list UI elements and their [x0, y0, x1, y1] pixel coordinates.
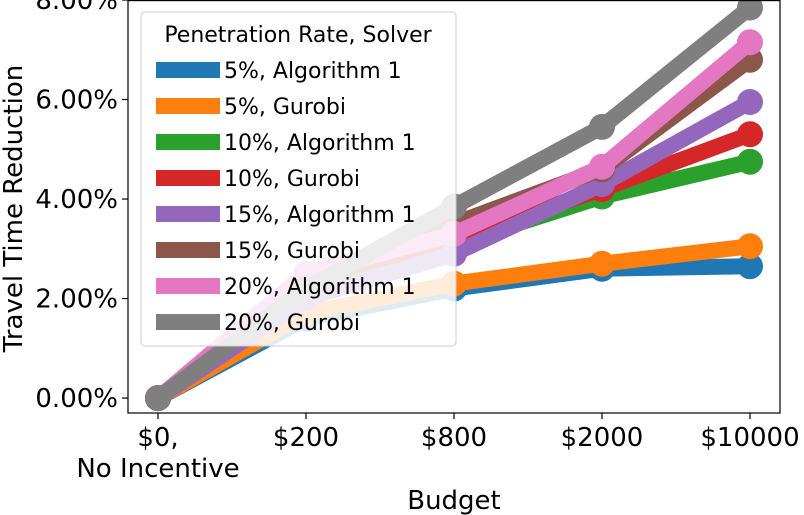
data-point — [737, 0, 763, 21]
data-point — [737, 253, 763, 280]
data-point — [589, 153, 615, 180]
x-axis-title: Budget — [407, 486, 501, 515]
legend-item: 10%, Algorithm 1 — [156, 131, 416, 156]
legend-swatch — [156, 134, 220, 150]
legend-swatch — [156, 278, 220, 294]
legend-item: 10%, Gurobi — [156, 167, 360, 192]
legend-label: 10%, Gurobi — [224, 167, 360, 192]
data-point — [589, 113, 615, 140]
legend-label: 20%, Algorithm 1 — [224, 275, 416, 300]
y-tick-label: 4.00% — [35, 185, 118, 215]
legend-swatch — [156, 314, 220, 330]
legend-box — [140, 11, 457, 347]
data-point — [737, 148, 763, 175]
data-point — [737, 29, 763, 56]
legend-item: 5%, Algorithm 1 — [156, 59, 402, 84]
y-tick-label: 8.00% — [35, 0, 118, 16]
y-tick-label: 0.00% — [35, 384, 118, 414]
legend: Penetration Rate, Solver 5%, Algorithm 1… — [140, 11, 457, 347]
data-point — [737, 233, 763, 260]
legend-label: 15%, Algorithm 1 — [224, 203, 416, 228]
legend-swatch — [156, 206, 220, 222]
y-axis: 0.00% 2.00% 4.00% 6.00% 8.00% — [35, 0, 128, 414]
legend-label: 5%, Gurobi — [224, 95, 346, 120]
legend-label: 5%, Algorithm 1 — [224, 59, 402, 84]
y-tick-label: 6.00% — [35, 86, 118, 116]
x-axis: $0, No Incentive $200 $800 $2000 $10000 — [76, 413, 800, 484]
legend-item: 5%, Gurobi — [156, 95, 346, 120]
x-tick-label: $2000 — [561, 423, 644, 453]
legend-label: 15%, Gurobi — [224, 239, 360, 264]
x-tick-label: $800 — [421, 423, 487, 453]
legend-item: 15%, Gurobi — [156, 239, 360, 264]
legend-title: Penetration Rate, Solver — [164, 23, 432, 48]
legend-swatch — [156, 62, 220, 78]
x-tick-label: $0, No Incentive — [76, 423, 239, 484]
legend-swatch — [156, 242, 220, 258]
legend-item: 20%, Algorithm 1 — [156, 275, 416, 300]
data-point — [737, 121, 763, 148]
legend-label: 10%, Algorithm 1 — [224, 131, 416, 156]
data-point — [145, 385, 171, 412]
y-tick-label: 2.00% — [35, 285, 118, 315]
legend-swatch — [156, 98, 220, 114]
x-tick-label: $200 — [273, 423, 339, 453]
y-axis-title: Travel Time Reduction — [0, 65, 29, 353]
x-tick-label: $10000 — [700, 423, 799, 453]
legend-label: 20%, Gurobi — [224, 311, 360, 336]
data-point — [737, 89, 763, 115]
legend-swatch — [156, 170, 220, 186]
data-point — [589, 250, 615, 277]
legend-item: 20%, Gurobi — [156, 311, 360, 336]
legend-item: 15%, Algorithm 1 — [156, 203, 416, 228]
